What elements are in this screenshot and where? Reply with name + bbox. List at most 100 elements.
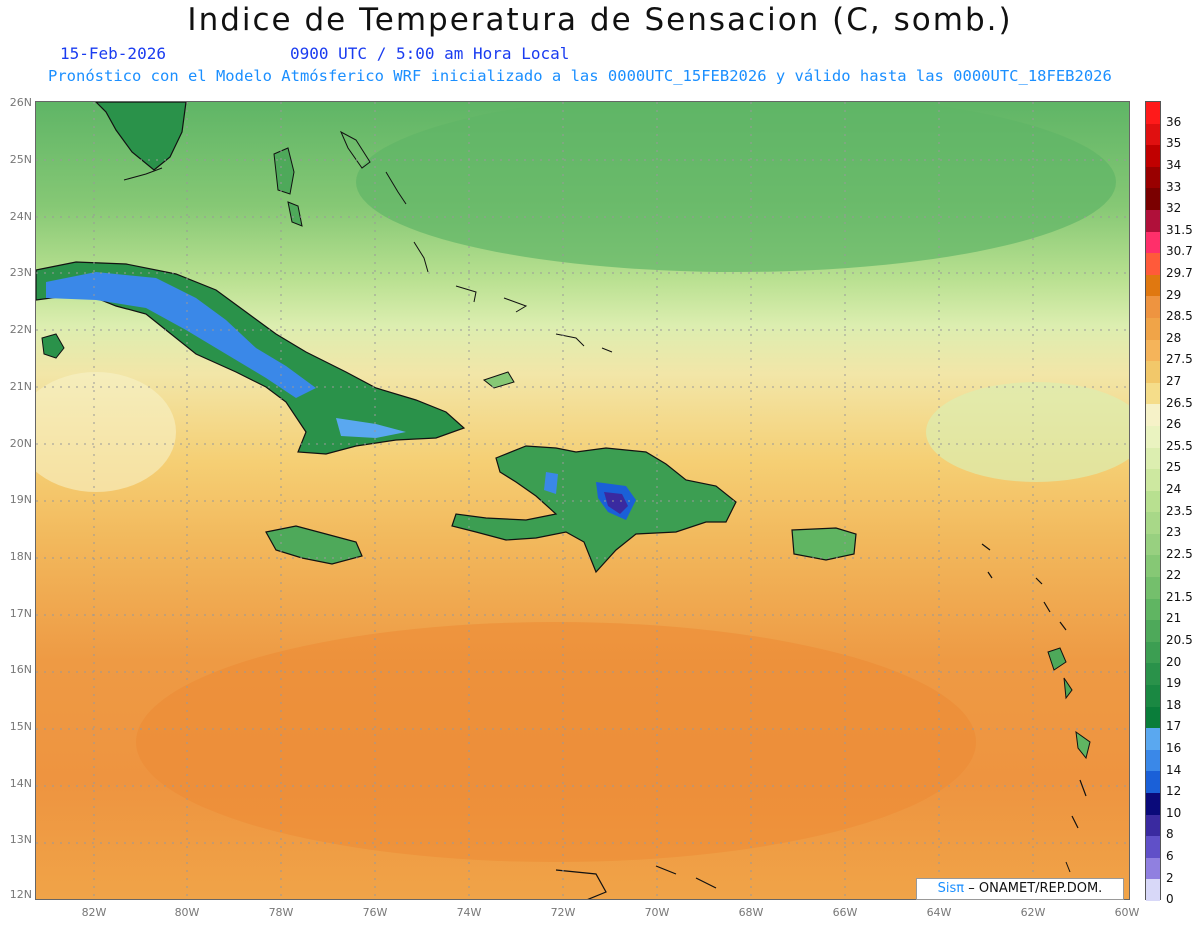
color-scale-swatch: [1146, 469, 1160, 491]
color-scale-label: 6: [1166, 849, 1174, 863]
color-scale-swatch: [1146, 123, 1160, 146]
color-scale-label: 19: [1166, 676, 1182, 691]
color-scale-label: 35: [1166, 136, 1182, 151]
map-title: Indice de Temperatura de Sensacion (C, s…: [187, 2, 1013, 38]
bahamas-island-3: [385, 171, 407, 205]
south-america-coast: [555, 865, 717, 899]
lon-label: 80W: [174, 906, 200, 919]
color-scale-label: 27: [1166, 373, 1182, 388]
lat-label: 24N: [9, 210, 32, 223]
color-scale-label: 20: [1166, 654, 1182, 669]
bahamas-island-2: [339, 130, 371, 169]
lon-label: 62W: [1020, 906, 1046, 919]
hispaniola-landmass: [451, 445, 737, 574]
color-scale-label: 20.5: [1166, 633, 1193, 648]
color-scale-label: 32: [1166, 201, 1182, 216]
color-scale-label: 14: [1166, 762, 1182, 777]
great-inagua: [482, 371, 515, 389]
color-scale-label: 29.7: [1166, 265, 1193, 280]
lat-label: 18N: [9, 550, 32, 563]
color-scale-swatch: [1146, 598, 1160, 621]
color-scale-swatch: [1146, 533, 1160, 556]
sispi-logo-text: Sisπ: [937, 881, 965, 896]
color-scale-label: 8: [1166, 827, 1174, 842]
color-scale-label: 22: [1166, 568, 1182, 583]
color-scale-swatch: [1146, 339, 1160, 362]
color-scale-bar: [1145, 101, 1161, 901]
color-scale-label: 30.7: [1166, 244, 1193, 259]
color-scale-swatch: [1146, 253, 1160, 275]
color-scale-label: 10: [1166, 805, 1182, 820]
florida-keys: [123, 167, 163, 181]
color-scale-label: 26.5: [1166, 395, 1193, 410]
color-scale-swatch: [1146, 879, 1160, 901]
color-scale-swatch: [1146, 188, 1160, 210]
color-scale-label: 22.5: [1166, 546, 1193, 561]
credit-text: – ONAMET/REP.DOM.: [968, 881, 1103, 896]
color-scale-label: 17: [1166, 719, 1182, 734]
lat-label: 26N: [9, 96, 32, 109]
lon-label: 70W: [644, 906, 670, 919]
color-scale-swatch: [1146, 296, 1160, 318]
color-scale-label: 28.5: [1166, 309, 1193, 324]
lon-label: 64W: [926, 906, 952, 919]
puerto-rico-landmass: [791, 527, 857, 561]
bahamas-island-1: [287, 201, 303, 227]
andros-island: [273, 147, 295, 195]
east-light-patch: [926, 382, 1129, 482]
color-scale-swatch: [1146, 555, 1160, 578]
lat-label: 16N: [9, 663, 32, 676]
lon-label: 68W: [738, 906, 764, 919]
lon-label: 72W: [550, 906, 576, 919]
south-orange-core: [136, 622, 976, 862]
color-scale-label: 33: [1166, 179, 1182, 194]
lat-label: 20N: [9, 437, 32, 450]
florida-landmass: [95, 102, 187, 171]
north-green-patch: [356, 102, 1116, 272]
color-scale-label: 21: [1166, 611, 1182, 626]
grenada-tobago: [1065, 861, 1071, 873]
hispaniola-coldest: [604, 492, 628, 514]
heat-index-map: [35, 101, 1130, 900]
color-scale-label: 0: [1166, 892, 1174, 907]
color-scale-swatch: [1146, 404, 1160, 426]
lat-label: 17N: [9, 607, 32, 620]
color-scale-label: 31.5: [1166, 222, 1193, 237]
cuba-cold-core: [46, 272, 316, 398]
color-scale-label: 21.5: [1166, 589, 1193, 604]
dominica: [1063, 677, 1073, 700]
martinique: [1075, 730, 1091, 760]
guadeloupe: [1047, 647, 1067, 671]
color-scale-swatch: [1146, 771, 1160, 793]
lat-label: 22N: [9, 323, 32, 336]
color-scale-label: 24: [1166, 481, 1182, 496]
lon-label: 60W: [1114, 906, 1140, 919]
color-scale-swatch: [1146, 512, 1160, 534]
isla-juventud: [41, 333, 65, 359]
color-scale-label: 23.5: [1166, 503, 1193, 518]
color-scale-swatch: [1146, 145, 1160, 167]
credit-box: Sisπ – ONAMET/REP.DOM.: [916, 878, 1124, 900]
forecast-time: 0900 UTC / 5:00 am Hora Local: [290, 44, 570, 63]
jamaica-landmass: [265, 525, 363, 565]
color-scale-swatch: [1146, 382, 1160, 405]
color-scale-swatch: [1146, 447, 1160, 470]
haiti-cold-spot: [544, 472, 558, 494]
color-scale-label: 27.5: [1166, 352, 1193, 367]
color-scale-label: 26: [1166, 417, 1182, 432]
color-scale-swatch: [1146, 102, 1160, 124]
color-scale-label: 2: [1166, 870, 1174, 885]
lat-label: 23N: [9, 266, 32, 279]
color-scale-swatch: [1146, 663, 1160, 686]
leeward-islands: [981, 543, 1067, 631]
color-scale-label: 18: [1166, 697, 1182, 712]
lat-label: 25N: [9, 153, 32, 166]
color-scale-swatch: [1146, 361, 1160, 383]
lat-label: 15N: [9, 720, 32, 733]
color-scale-swatch: [1146, 209, 1160, 232]
color-scale-swatch: [1146, 490, 1160, 513]
color-scale-label: 34: [1166, 157, 1182, 172]
color-scale-swatch: [1146, 706, 1160, 729]
lon-label: 76W: [362, 906, 388, 919]
color-scale-label: 29: [1166, 287, 1182, 302]
